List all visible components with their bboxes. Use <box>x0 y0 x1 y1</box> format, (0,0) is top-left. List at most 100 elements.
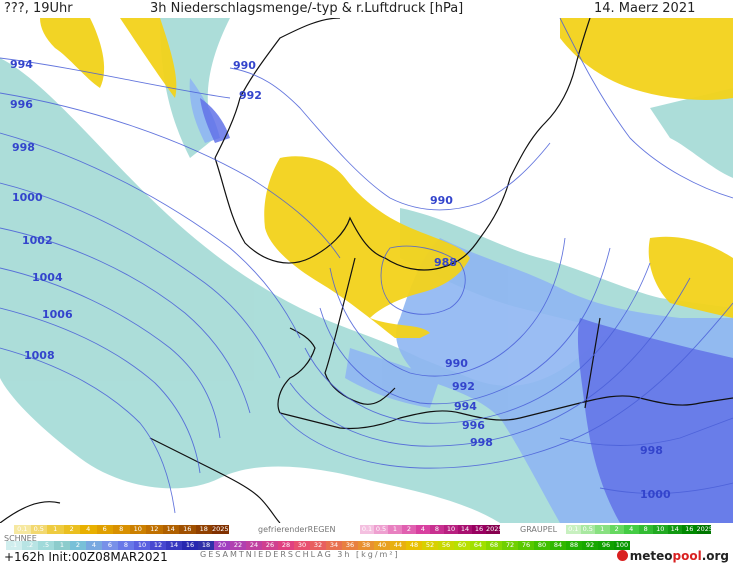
legend-swatch: 1 <box>54 541 70 550</box>
isobar-label: 990 <box>445 357 468 370</box>
model-run-info: +162h Init:00Z08MAR2021 <box>4 550 168 564</box>
isobar-label: 1002 <box>22 234 53 247</box>
legend-swatch: 68 <box>486 541 502 550</box>
legend-swatch: 26 <box>262 541 278 550</box>
legend-snow-label: SCHNEE <box>4 534 37 543</box>
legend-swatch: 72 <box>502 541 518 550</box>
valid-date: 14. Maerz 2021 <box>594 1 696 16</box>
legend-swatch: 92 <box>582 541 598 550</box>
legend-swatch: 28 <box>278 541 294 550</box>
legend-graupel-label: GRAUPEL <box>520 525 558 534</box>
legend-swatch: 64 <box>470 541 486 550</box>
legend-swatch: .5 <box>38 541 54 550</box>
legend-swatch: 0.1 <box>566 525 581 534</box>
map-header: ???, 19Uhr 3h Niederschlagsmenge/-typ & … <box>0 0 733 18</box>
legend-swatch: 8 <box>638 525 653 534</box>
legend-swatch: 1 <box>47 525 64 534</box>
meteopool-logo[interactable]: meteopool.org <box>616 549 729 563</box>
legend-swatch: 0.5 <box>374 525 388 534</box>
isobar-label: 994 <box>10 58 33 71</box>
logo-text-b: pool <box>672 549 702 563</box>
legend-swatch: 44 <box>390 541 406 550</box>
legend-swatch: 0.5 <box>580 525 595 534</box>
legend-swatch: 10 <box>134 541 150 550</box>
legend-swatch: 18 <box>195 525 212 534</box>
legend-swatch: 34 <box>326 541 342 550</box>
legend-swatch: 22 <box>230 541 246 550</box>
legend-swatch: 12 <box>150 541 166 550</box>
legend-swatch: 12 <box>146 525 163 534</box>
legend-swatch: 14 <box>458 525 472 534</box>
legend-swatch: 30 <box>294 541 310 550</box>
legend-swatch: 38 <box>358 541 374 550</box>
legend-swatch: 96 <box>598 541 614 550</box>
legend-swatch: 2025+ <box>212 525 229 534</box>
precip-snow <box>40 18 733 338</box>
logo-text-c: .org <box>701 549 729 563</box>
legend-swatch: 10 <box>129 525 146 534</box>
map-canvas: 994 996 998 1000 1002 1004 1006 1008 990… <box>0 18 733 523</box>
legend-swatch: 14 <box>166 541 182 550</box>
legend-swatch: 4 <box>416 525 430 534</box>
legend-swatch: 8 <box>118 541 134 550</box>
legend-swatch: 100 <box>614 541 630 550</box>
legend-swatch: .1 <box>6 541 22 550</box>
legend-swatch: 6 <box>102 541 118 550</box>
map-title: 3h Niederschlagsmenge/-typ & r.Luftdruck… <box>150 1 464 16</box>
legend-swatch: 8 <box>430 525 444 534</box>
legend-swatch: 52 <box>422 541 438 550</box>
legend-swatch: 1 <box>388 525 402 534</box>
legend-total-label: GESAMTNIEDERSCHLAG 3h [kg/m²] <box>200 550 400 559</box>
weather-map: 994 996 998 1000 1002 1004 1006 1008 990… <box>0 18 733 523</box>
isobar-label: 992 <box>239 89 262 102</box>
isobar-label: 992 <box>452 380 475 393</box>
legend-swatch: 40 <box>374 541 390 550</box>
precip-heavy-rain <box>200 98 733 523</box>
isobar-label: 998 <box>470 436 493 449</box>
legend-swatch: 14 <box>162 525 179 534</box>
legend-swatch: 20 <box>214 541 230 550</box>
isobar-label: 996 <box>10 98 33 111</box>
isobar-label: 994 <box>454 400 477 413</box>
legend-swatch: 2 <box>402 525 416 534</box>
legend-swatch: 2 <box>609 525 624 534</box>
legend-swatch: 88 <box>566 541 582 550</box>
legend-swatch: 48 <box>406 541 422 550</box>
legend-swatch: 16 <box>472 525 486 534</box>
legend-swatch: 0.1 <box>360 525 374 534</box>
legend-swatch: 10 <box>444 525 458 534</box>
legend-swatch: 0.5 <box>30 525 47 534</box>
legend-swatch: 10 <box>653 525 668 534</box>
legend-swatch: 16 <box>682 525 697 534</box>
isobar-labels: 994 996 998 1000 1002 1004 1006 1008 990… <box>10 58 671 501</box>
isobar-label: 990 <box>233 59 256 72</box>
isobar-label: 990 <box>430 194 453 207</box>
legend-swatch: 36 <box>342 541 358 550</box>
legend-swatch: 76 <box>518 541 534 550</box>
legend-swatch: 60 <box>454 541 470 550</box>
isobar-label: 1000 <box>640 488 671 501</box>
valid-time: ???, 19Uhr <box>4 1 73 16</box>
isobar-label: 1000 <box>12 191 43 204</box>
legend-swatch: 4 <box>624 525 639 534</box>
legend-swatch: 32 <box>310 541 326 550</box>
legend-swatch: 14 <box>667 525 682 534</box>
legend-swatch: .2 <box>22 541 38 550</box>
isobar-label: 996 <box>462 419 485 432</box>
legend-swatch: 4 <box>80 525 97 534</box>
legend-swatch: 84 <box>550 541 566 550</box>
legend-freezing-rain-label: gefrierenderREGEN <box>258 525 336 534</box>
coastlines <box>0 18 733 523</box>
legend-total-scale: .1.2.5 1 2 4 6 8 10 12 14 16 18 20 22 24 26 28 30 32 34 36 3… <box>6 541 630 550</box>
isobar-label: 988 <box>434 256 457 269</box>
legend-swatch: 2025+ <box>486 525 500 534</box>
legend-swatch: 16 <box>182 541 198 550</box>
legend-swatch: 4 <box>86 541 102 550</box>
isobar-label: 1006 <box>42 308 73 321</box>
logo-dot-icon <box>616 550 628 561</box>
legend-swatch: 56 <box>438 541 454 550</box>
legend-swatch: 1 <box>595 525 610 534</box>
